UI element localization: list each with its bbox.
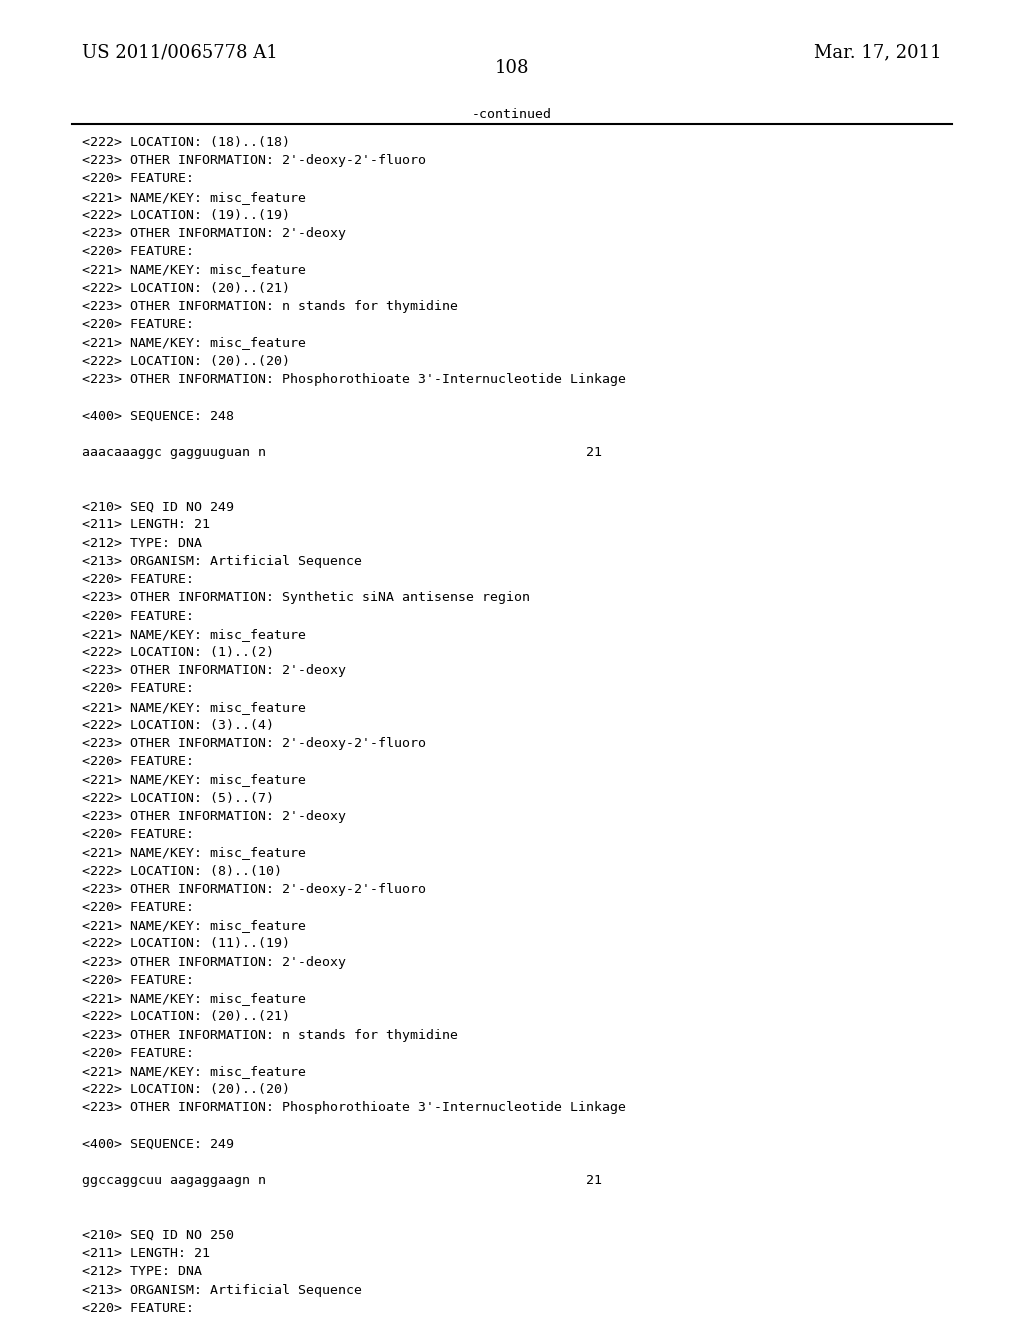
Text: <213> ORGANISM: Artificial Sequence: <213> ORGANISM: Artificial Sequence [82,1283,361,1296]
Text: <223> OTHER INFORMATION: 2'-deoxy: <223> OTHER INFORMATION: 2'-deoxy [82,227,346,240]
Text: -continued: -continued [472,108,552,121]
Text: <223> OTHER INFORMATION: n stands for thymidine: <223> OTHER INFORMATION: n stands for th… [82,1028,458,1041]
Text: <221> NAME/KEY: misc_feature: <221> NAME/KEY: misc_feature [82,1065,306,1078]
Text: <210> SEQ ID NO 249: <210> SEQ ID NO 249 [82,500,233,513]
Text: <213> ORGANISM: Artificial Sequence: <213> ORGANISM: Artificial Sequence [82,554,361,568]
Text: <223> OTHER INFORMATION: 2'-deoxy: <223> OTHER INFORMATION: 2'-deoxy [82,810,346,822]
Text: <220> FEATURE:: <220> FEATURE: [82,610,194,623]
Text: <211> LENGTH: 21: <211> LENGTH: 21 [82,1247,210,1261]
Text: <220> FEATURE:: <220> FEATURE: [82,902,194,913]
Text: <222> LOCATION: (19)..(19): <222> LOCATION: (19)..(19) [82,209,290,222]
Text: <220> FEATURE:: <220> FEATURE: [82,573,194,586]
Text: <222> LOCATION: (11)..(19): <222> LOCATION: (11)..(19) [82,937,290,950]
Text: <220> FEATURE:: <220> FEATURE: [82,1047,194,1060]
Text: <222> LOCATION: (20)..(21): <222> LOCATION: (20)..(21) [82,1010,290,1023]
Text: <223> OTHER INFORMATION: 2'-deoxy-2'-fluoro: <223> OTHER INFORMATION: 2'-deoxy-2'-flu… [82,883,426,896]
Text: ggccaggcuu aagaggaagn n                                        21: ggccaggcuu aagaggaagn n 21 [82,1175,602,1187]
Text: <400> SEQUENCE: 249: <400> SEQUENCE: 249 [82,1138,233,1151]
Text: <222> LOCATION: (20)..(21): <222> LOCATION: (20)..(21) [82,281,290,294]
Text: <400> SEQUENCE: 248: <400> SEQUENCE: 248 [82,409,233,422]
Text: <223> OTHER INFORMATION: 2'-deoxy-2'-fluoro: <223> OTHER INFORMATION: 2'-deoxy-2'-flu… [82,737,426,750]
Text: <221> NAME/KEY: misc_feature: <221> NAME/KEY: misc_feature [82,628,306,640]
Text: aaacaaaggc gagguuguan n                                        21: aaacaaaggc gagguuguan n 21 [82,446,602,458]
Text: <220> FEATURE:: <220> FEATURE: [82,246,194,259]
Text: <221> NAME/KEY: misc_feature: <221> NAME/KEY: misc_feature [82,701,306,714]
Text: 108: 108 [495,59,529,78]
Text: <223> OTHER INFORMATION: 2'-deoxy-2'-fluoro: <223> OTHER INFORMATION: 2'-deoxy-2'-flu… [82,154,426,168]
Text: <220> FEATURE:: <220> FEATURE: [82,318,194,331]
Text: <223> OTHER INFORMATION: Phosphorothioate 3'-Internucleotide Linkage: <223> OTHER INFORMATION: Phosphorothioat… [82,1101,626,1114]
Text: <223> OTHER INFORMATION: 2'-deoxy: <223> OTHER INFORMATION: 2'-deoxy [82,956,346,969]
Text: <221> NAME/KEY: misc_feature: <221> NAME/KEY: misc_feature [82,337,306,350]
Text: <211> LENGTH: 21: <211> LENGTH: 21 [82,519,210,532]
Text: <223> OTHER INFORMATION: Phosphorothioate 3'-Internucleotide Linkage: <223> OTHER INFORMATION: Phosphorothioat… [82,372,626,385]
Text: <220> FEATURE:: <220> FEATURE: [82,755,194,768]
Text: <222> LOCATION: (20)..(20): <222> LOCATION: (20)..(20) [82,1084,290,1096]
Text: <212> TYPE: DNA: <212> TYPE: DNA [82,537,202,549]
Text: <222> LOCATION: (5)..(7): <222> LOCATION: (5)..(7) [82,792,274,805]
Text: <222> LOCATION: (18)..(18): <222> LOCATION: (18)..(18) [82,136,290,149]
Text: <223> OTHER INFORMATION: n stands for thymidine: <223> OTHER INFORMATION: n stands for th… [82,300,458,313]
Text: <212> TYPE: DNA: <212> TYPE: DNA [82,1266,202,1278]
Text: US 2011/0065778 A1: US 2011/0065778 A1 [82,44,278,62]
Text: <221> NAME/KEY: misc_feature: <221> NAME/KEY: misc_feature [82,919,306,932]
Text: <220> FEATURE:: <220> FEATURE: [82,828,194,841]
Text: <223> OTHER INFORMATION: 2'-deoxy: <223> OTHER INFORMATION: 2'-deoxy [82,664,346,677]
Text: <222> LOCATION: (8)..(10): <222> LOCATION: (8)..(10) [82,865,282,878]
Text: <222> LOCATION: (1)..(2): <222> LOCATION: (1)..(2) [82,645,274,659]
Text: <220> FEATURE:: <220> FEATURE: [82,974,194,987]
Text: Mar. 17, 2011: Mar. 17, 2011 [814,44,942,62]
Text: <222> LOCATION: (20)..(20): <222> LOCATION: (20)..(20) [82,355,290,367]
Text: <221> NAME/KEY: misc_feature: <221> NAME/KEY: misc_feature [82,264,306,276]
Text: <221> NAME/KEY: misc_feature: <221> NAME/KEY: misc_feature [82,846,306,859]
Text: <220> FEATURE:: <220> FEATURE: [82,1302,194,1315]
Text: <210> SEQ ID NO 250: <210> SEQ ID NO 250 [82,1229,233,1242]
Text: <221> NAME/KEY: misc_feature: <221> NAME/KEY: misc_feature [82,190,306,203]
Text: <220> FEATURE:: <220> FEATURE: [82,682,194,696]
Text: <221> NAME/KEY: misc_feature: <221> NAME/KEY: misc_feature [82,774,306,787]
Text: <222> LOCATION: (3)..(4): <222> LOCATION: (3)..(4) [82,719,274,731]
Text: <221> NAME/KEY: misc_feature: <221> NAME/KEY: misc_feature [82,993,306,1005]
Text: <220> FEATURE:: <220> FEATURE: [82,173,194,185]
Text: <223> OTHER INFORMATION: Synthetic siNA antisense region: <223> OTHER INFORMATION: Synthetic siNA … [82,591,530,605]
